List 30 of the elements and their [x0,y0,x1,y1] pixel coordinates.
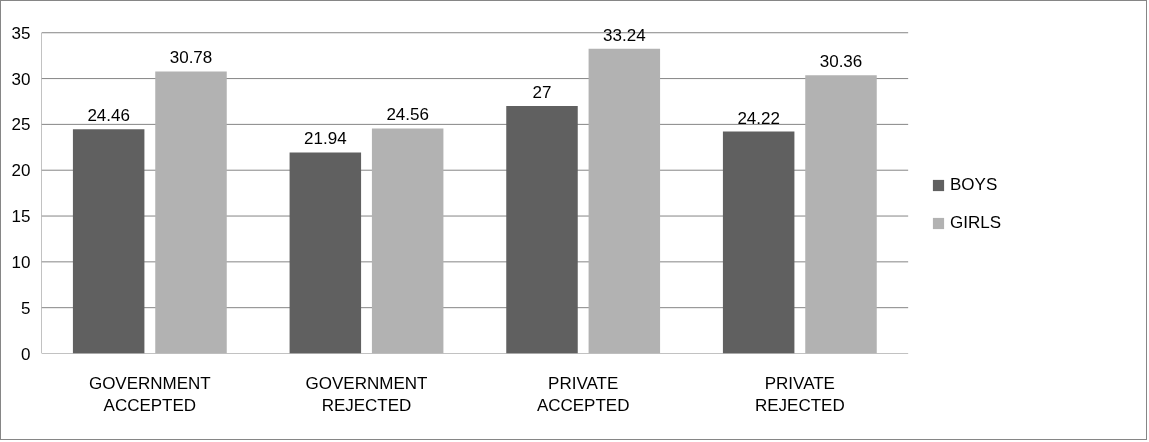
y-tick-label: 35 [11,23,31,43]
bar [72,129,145,354]
bar [506,106,578,354]
y-tick-label: 0 [21,344,31,364]
data-label: 30.78 [169,48,213,68]
legend-label: GIRLS [950,213,1002,233]
y-tick-label: 10 [11,252,31,272]
x-tick-label: PRIVATE ACCEPTED [536,373,630,416]
bar [289,152,362,354]
x-tick-label: GOVERNMENT ACCEPTED [88,373,211,416]
y-tick-label: 25 [11,115,31,135]
data-label: 33.24 [603,25,646,45]
bar [371,128,444,354]
bar [588,48,661,354]
bar [155,71,227,354]
y-tick-label: 5 [21,298,31,318]
legend-label: BOYS [950,175,998,195]
data-label: 21.94 [304,129,347,149]
bar [722,131,795,354]
data-label: 27 [532,83,552,103]
data-label: 24.56 [386,105,429,125]
x-tick-label: GOVERNMENT REJECTED [305,373,428,416]
data-label: 30.36 [819,52,863,72]
data-label: 24.22 [737,108,780,128]
data-label: 24.46 [87,106,130,126]
y-tick-label: 30 [11,69,31,89]
y-tick-label: 15 [11,207,31,227]
bar [805,75,877,354]
y-tick-label: 20 [11,161,31,181]
x-tick-label: PRIVATE REJECTED [754,373,845,416]
